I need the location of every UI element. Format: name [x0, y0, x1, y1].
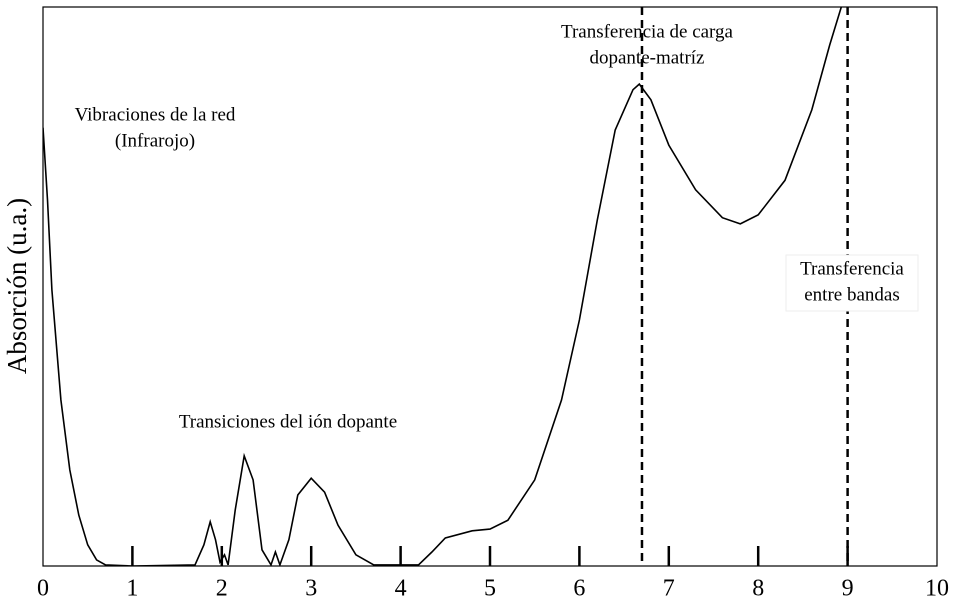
- annotation: Vibraciones de la red: [75, 104, 236, 125]
- x-tick-label: 9: [842, 576, 854, 602]
- x-tick-label: 10: [925, 576, 949, 602]
- x-tick-label: 6: [573, 576, 585, 602]
- x-tick-label: 3: [305, 576, 317, 602]
- x-tick-label: 8: [752, 576, 764, 602]
- annotation: Transferencia de carga: [561, 21, 734, 42]
- annotation: dopante-matríz: [589, 47, 704, 68]
- x-tick-label: 1: [126, 576, 138, 602]
- x-tick-label: 7: [663, 576, 675, 602]
- x-tick-label: 0: [37, 576, 49, 602]
- annotation: entre bandas: [804, 284, 899, 305]
- annotation: Transferencia: [800, 258, 904, 279]
- annotation-background: [785, 254, 919, 312]
- x-tick-label: 2: [216, 576, 228, 602]
- annotation: Transiciones del ión dopante: [179, 411, 397, 432]
- absorption-curve: [43, 7, 843, 566]
- annotation: (Infrarojo): [115, 130, 195, 151]
- x-tick-label: 4: [395, 576, 407, 602]
- x-tick-label: 5: [484, 576, 496, 602]
- y-axis-label: Absorción (u.a.): [2, 198, 32, 374]
